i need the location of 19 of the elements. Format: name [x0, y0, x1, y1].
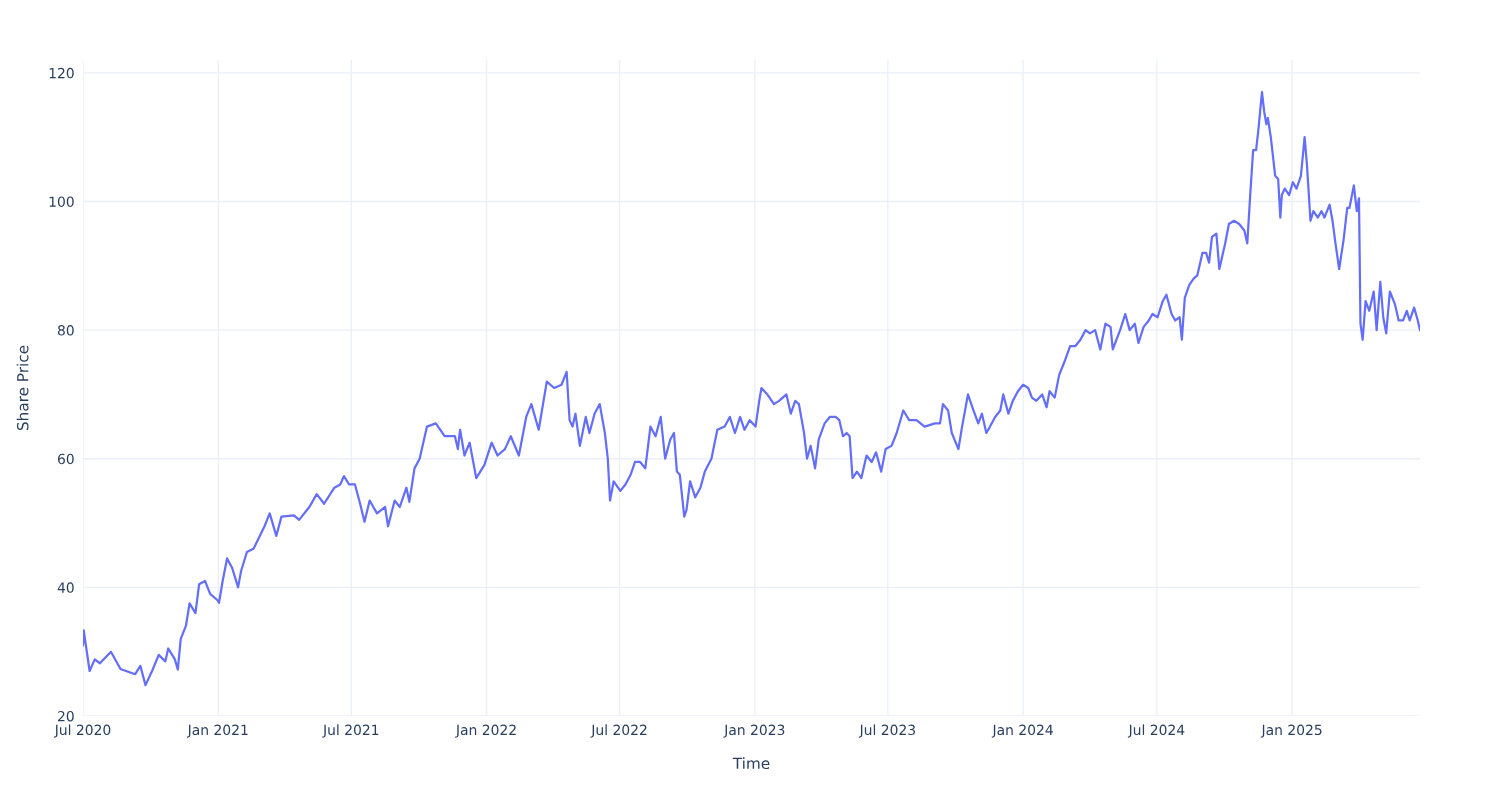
x-tick-label: Jan 2023 — [723, 724, 785, 738]
x-tick-label: Jul 2021 — [322, 724, 379, 738]
line-series — [83, 91, 1420, 687]
y-tick-label: 40 — [57, 582, 74, 593]
x-tick-label: Jul 2024 — [1127, 724, 1185, 738]
y-tick-label: 60 — [57, 453, 74, 465]
x-tick-label: Jul 2020 — [54, 724, 111, 738]
x-tick-label: Jan 2022 — [455, 724, 516, 738]
y-tick-label: 80 — [57, 325, 74, 336]
x-tick-label: Jul 2022 — [590, 724, 647, 738]
x-tick-label: Jul 2023 — [858, 724, 915, 738]
y-tick-label: 20 — [58, 710, 74, 722]
x-tick-label: Jan 2021 — [186, 724, 248, 738]
x-tick-label: Jan 2025 — [1260, 724, 1322, 738]
x-axis-title: Time — [732, 757, 770, 770]
y-tick-label: 120 — [49, 67, 74, 79]
x-tick-label: Jan 2024 — [991, 724, 1053, 738]
y-tick-label: 100 — [49, 196, 74, 207]
y-axis-title: Share Price — [16, 345, 29, 431]
